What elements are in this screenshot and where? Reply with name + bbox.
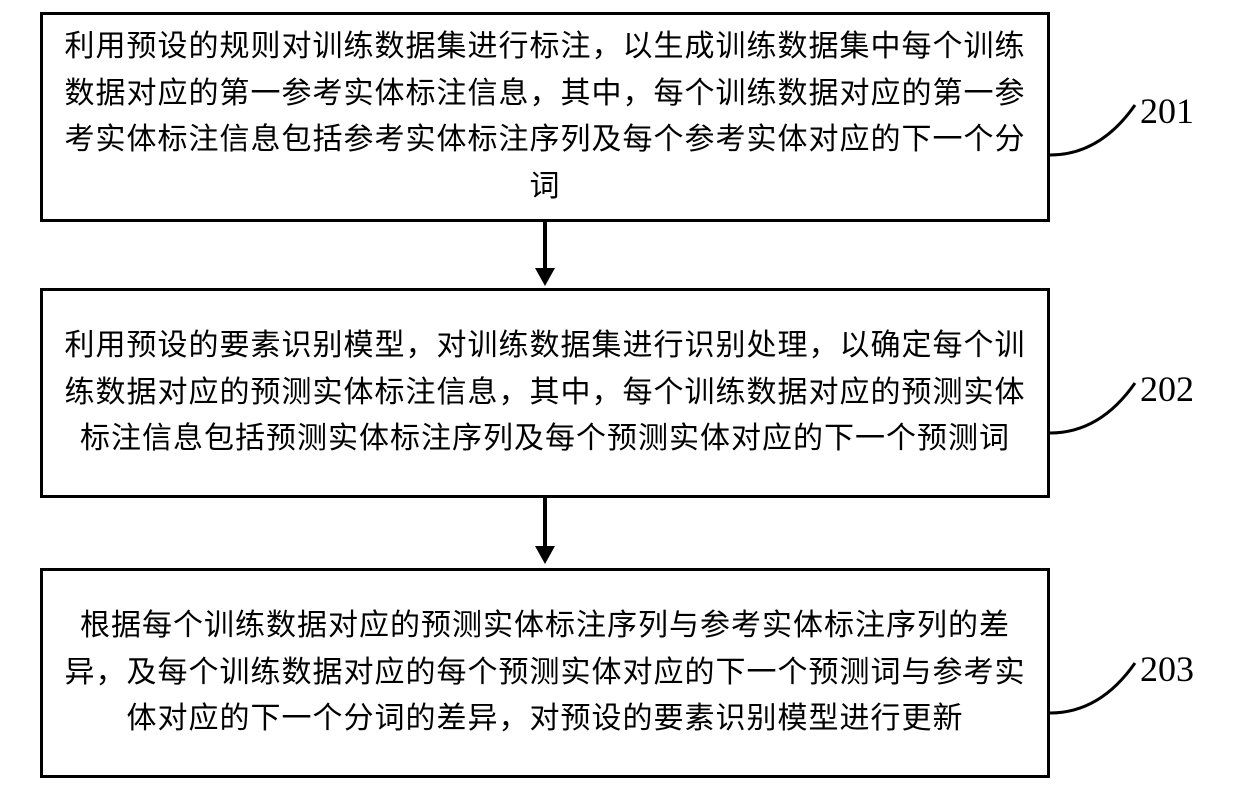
flow-step-201-text: 利用预设的规则对训练数据集进行标注，以生成训练数据集中每个训练数据对应的第一参考…	[63, 24, 1027, 210]
connector-203	[1050, 658, 1140, 718]
step-label-201: 201	[1140, 90, 1194, 132]
arrow-201-202-line	[543, 222, 547, 270]
step-label-202: 202	[1140, 368, 1194, 410]
connector-202	[1050, 378, 1140, 438]
connector-201	[1050, 100, 1140, 160]
arrow-202-203-head	[535, 546, 555, 564]
arrow-202-203-line	[543, 498, 547, 548]
arrow-201-202-head	[535, 268, 555, 286]
step-label-203: 203	[1140, 648, 1194, 690]
flow-step-201: 利用预设的规则对训练数据集进行标注，以生成训练数据集中每个训练数据对应的第一参考…	[40, 12, 1050, 222]
flow-step-203-text: 根据每个训练数据对应的预测实体标注序列与参考实体标注序列的差异，及每个训练数据对…	[63, 603, 1027, 743]
flow-step-203: 根据每个训练数据对应的预测实体标注序列与参考实体标注序列的差异，及每个训练数据对…	[40, 568, 1050, 778]
flow-step-202-text: 利用预设的要素识别模型，对训练数据集进行识别处理，以确定每个训练数据对应的预测实…	[63, 323, 1027, 463]
flow-step-202: 利用预设的要素识别模型，对训练数据集进行识别处理，以确定每个训练数据对应的预测实…	[40, 288, 1050, 498]
